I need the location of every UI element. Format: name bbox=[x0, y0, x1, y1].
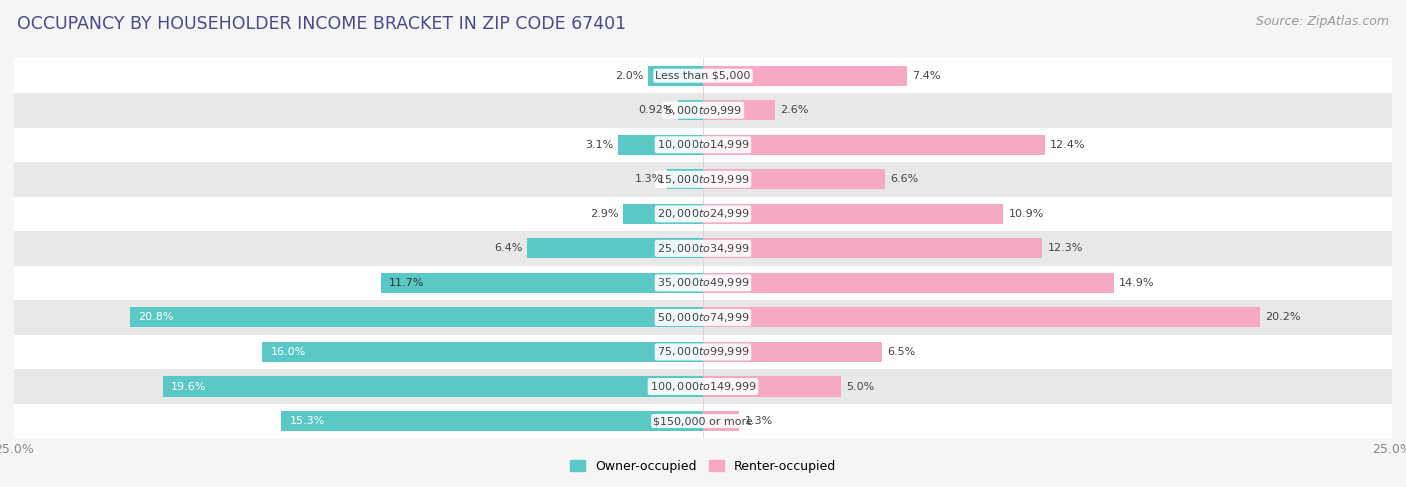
Text: 0.92%: 0.92% bbox=[638, 105, 673, 115]
Text: $150,000 or more: $150,000 or more bbox=[654, 416, 752, 426]
Text: 20.8%: 20.8% bbox=[138, 313, 173, 322]
Text: 11.7%: 11.7% bbox=[389, 278, 425, 288]
Bar bbox=[703, 376, 841, 396]
Bar bbox=[163, 376, 703, 396]
Bar bbox=[14, 162, 1392, 197]
Legend: Owner-occupied, Renter-occupied: Owner-occupied, Renter-occupied bbox=[565, 455, 841, 478]
Bar bbox=[668, 169, 703, 189]
Text: 12.3%: 12.3% bbox=[1047, 244, 1083, 253]
Bar bbox=[281, 411, 703, 431]
Text: $10,000 to $14,999: $10,000 to $14,999 bbox=[657, 138, 749, 151]
Text: 14.9%: 14.9% bbox=[1119, 278, 1154, 288]
Text: $100,000 to $149,999: $100,000 to $149,999 bbox=[650, 380, 756, 393]
Text: $35,000 to $49,999: $35,000 to $49,999 bbox=[657, 277, 749, 289]
Text: 6.5%: 6.5% bbox=[887, 347, 915, 357]
Bar bbox=[648, 66, 703, 86]
Text: 6.4%: 6.4% bbox=[494, 244, 523, 253]
Text: 5.0%: 5.0% bbox=[846, 381, 875, 392]
Bar bbox=[14, 58, 1392, 93]
Bar bbox=[703, 307, 1260, 327]
Text: 2.6%: 2.6% bbox=[780, 105, 808, 115]
Text: 10.9%: 10.9% bbox=[1010, 209, 1045, 219]
Bar bbox=[703, 100, 775, 120]
Bar bbox=[703, 273, 1114, 293]
Bar bbox=[617, 135, 703, 155]
Bar bbox=[703, 135, 1045, 155]
Text: $75,000 to $99,999: $75,000 to $99,999 bbox=[657, 345, 749, 358]
Bar bbox=[14, 404, 1392, 438]
Bar bbox=[678, 100, 703, 120]
Text: $15,000 to $19,999: $15,000 to $19,999 bbox=[657, 173, 749, 186]
Bar bbox=[14, 265, 1392, 300]
Text: 12.4%: 12.4% bbox=[1050, 140, 1085, 150]
Text: 19.6%: 19.6% bbox=[172, 381, 207, 392]
Bar bbox=[527, 238, 703, 259]
Text: 20.2%: 20.2% bbox=[1265, 313, 1301, 322]
Bar bbox=[703, 238, 1042, 259]
Bar bbox=[14, 93, 1392, 128]
Bar bbox=[14, 231, 1392, 265]
Text: 2.9%: 2.9% bbox=[591, 209, 619, 219]
Text: Source: ZipAtlas.com: Source: ZipAtlas.com bbox=[1256, 15, 1389, 28]
Text: 16.0%: 16.0% bbox=[270, 347, 305, 357]
Bar bbox=[262, 342, 703, 362]
Text: 2.0%: 2.0% bbox=[616, 71, 644, 81]
Bar bbox=[129, 307, 703, 327]
Text: Less than $5,000: Less than $5,000 bbox=[655, 71, 751, 81]
Bar bbox=[14, 300, 1392, 335]
Text: $5,000 to $9,999: $5,000 to $9,999 bbox=[664, 104, 742, 117]
Bar bbox=[703, 342, 882, 362]
Bar bbox=[703, 66, 907, 86]
Bar bbox=[14, 335, 1392, 369]
Text: 1.3%: 1.3% bbox=[634, 174, 664, 184]
Bar bbox=[703, 204, 1004, 224]
Bar bbox=[703, 169, 884, 189]
Bar bbox=[703, 411, 738, 431]
Text: OCCUPANCY BY HOUSEHOLDER INCOME BRACKET IN ZIP CODE 67401: OCCUPANCY BY HOUSEHOLDER INCOME BRACKET … bbox=[17, 15, 626, 33]
Text: 15.3%: 15.3% bbox=[290, 416, 325, 426]
Text: 1.3%: 1.3% bbox=[744, 416, 772, 426]
Text: 7.4%: 7.4% bbox=[912, 71, 941, 81]
Text: 6.6%: 6.6% bbox=[890, 174, 918, 184]
Bar bbox=[14, 128, 1392, 162]
Bar bbox=[381, 273, 703, 293]
Text: 3.1%: 3.1% bbox=[585, 140, 613, 150]
Text: $25,000 to $34,999: $25,000 to $34,999 bbox=[657, 242, 749, 255]
Bar bbox=[14, 197, 1392, 231]
Bar bbox=[14, 369, 1392, 404]
Bar bbox=[623, 204, 703, 224]
Text: $20,000 to $24,999: $20,000 to $24,999 bbox=[657, 207, 749, 220]
Text: $50,000 to $74,999: $50,000 to $74,999 bbox=[657, 311, 749, 324]
